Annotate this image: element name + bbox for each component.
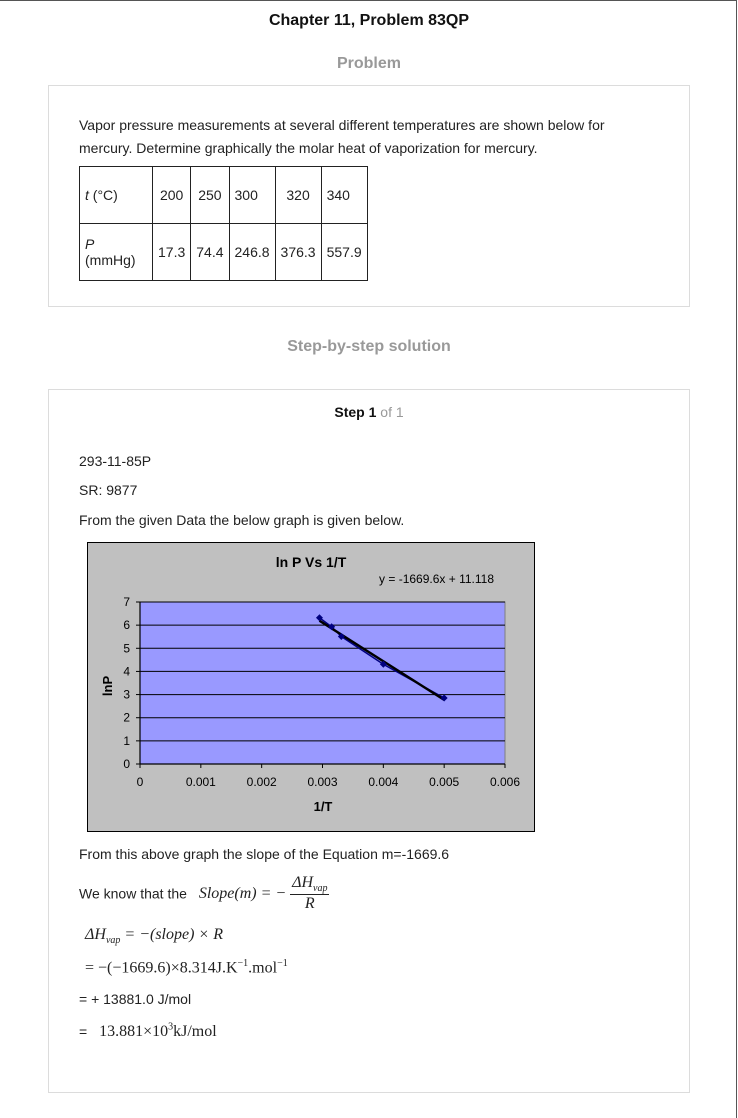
slope-fraction: ΔHvap R — [290, 874, 330, 913]
page-border-right — [736, 0, 737, 1118]
y-tick-label: 1 — [123, 734, 130, 748]
table-cell: 246.8 — [228, 223, 276, 281]
x-tick-label: 0 — [137, 775, 144, 789]
table-cell: 17.3 — [151, 223, 192, 281]
y-tick-label: 0 — [123, 757, 130, 771]
x-tick-label: 0.003 — [307, 775, 337, 789]
x-axis-label: 1/T — [314, 799, 333, 814]
equation-substitution: = −(−1669.6)×8.314J.K−1.mol−1 — [85, 958, 288, 977]
trendline — [318, 619, 445, 701]
page-border-top — [0, 0, 737, 1]
page-title: Chapter 11, Problem 83QP — [268, 12, 470, 29]
data-point — [315, 614, 323, 622]
y-tick-label: 2 — [123, 711, 130, 725]
solution-heading: Step-by-step solution — [287, 338, 451, 355]
table-cell: 74.4 — [190, 223, 230, 281]
vapor-pressure-table: t (°C) 200 250 300 320 340 P (mmHg) 17.3… — [79, 166, 368, 281]
we-know-text: We know that the — [79, 885, 187, 902]
table-cell: 200 — [151, 166, 192, 224]
x-tick-label: 0.001 — [186, 775, 216, 789]
table-row: P (mmHg) 17.3 74.4 246.8 376.3 557.9 — [79, 223, 368, 281]
step-label: Step — [334, 404, 365, 420]
solution-line: From the given Data the below graph is g… — [79, 512, 405, 528]
x-tick-label: 0.005 — [429, 775, 459, 789]
x-tick-label: 0.002 — [247, 775, 277, 789]
chart-title: ln P Vs 1/T — [276, 554, 347, 570]
data-point — [328, 623, 336, 631]
table-cell: 320 — [274, 166, 322, 224]
equation-result-j: = + 13881.0 J/mol — [79, 991, 192, 1007]
table-cell: 557.9 — [320, 223, 368, 281]
step-total: of 1 — [380, 404, 404, 420]
solution-box: Step 1 of 1 293-11-85P SR: 9877 From the… — [48, 389, 690, 1093]
slope-lhs: Slope(m) = − — [198, 884, 287, 902]
y-tick-label: 6 — [123, 618, 130, 632]
x-tick-label: 0.006 — [490, 775, 520, 789]
equation-result-kj: = 13.881×103kJ/mol — [79, 1022, 217, 1041]
table-row: t (°C) 200 250 300 320 340 — [79, 166, 368, 224]
ln-p-vs-inverse-t-chart: 0 1 2 3 4 5 6 7 0 0.001 0.002 0.003 0.004 0.005 0.006 … — [87, 542, 535, 832]
step-number: 1 — [368, 404, 377, 420]
trendline-equation: y = -1669.6x + 11.118 — [379, 572, 494, 586]
y-tick-label: 3 — [123, 688, 130, 702]
solution-line: SR: 9877 — [79, 482, 138, 498]
problem-heading: Problem — [336, 55, 401, 72]
equation-slope: We know that the Slope(m) = − ΔHvap R — [79, 874, 330, 913]
table-row-header: t (°C) — [79, 166, 153, 224]
data-point — [337, 632, 345, 640]
y-tick-label: 4 — [123, 664, 130, 678]
y-tick-label: 5 — [123, 641, 130, 655]
table-cell: 376.3 — [274, 223, 322, 281]
plot-area — [139, 601, 506, 765]
slope-statement: From this above graph the slope of the E… — [79, 846, 450, 862]
table-cell: 250 — [190, 166, 230, 224]
equation-delta-h: ΔHvap = −(slope) × R — [85, 926, 223, 947]
data-point — [440, 694, 448, 702]
table-row-header: P (mmHg) — [79, 223, 153, 281]
step-header: Step 1 of 1 — [49, 404, 689, 420]
problem-box: Vapor pressure measurements at several d… — [48, 85, 690, 307]
table-cell: 340 — [320, 166, 368, 224]
table-cell: 300 — [228, 166, 276, 224]
problem-text: Vapor pressure measurements at several d… — [79, 117, 605, 156]
data-point — [379, 660, 387, 668]
y-tick-label: 7 — [123, 595, 130, 609]
solution-line: 293-11-85P — [79, 453, 152, 469]
y-axis-label: lnP — [100, 676, 115, 697]
x-tick-label: 0.004 — [368, 775, 398, 789]
